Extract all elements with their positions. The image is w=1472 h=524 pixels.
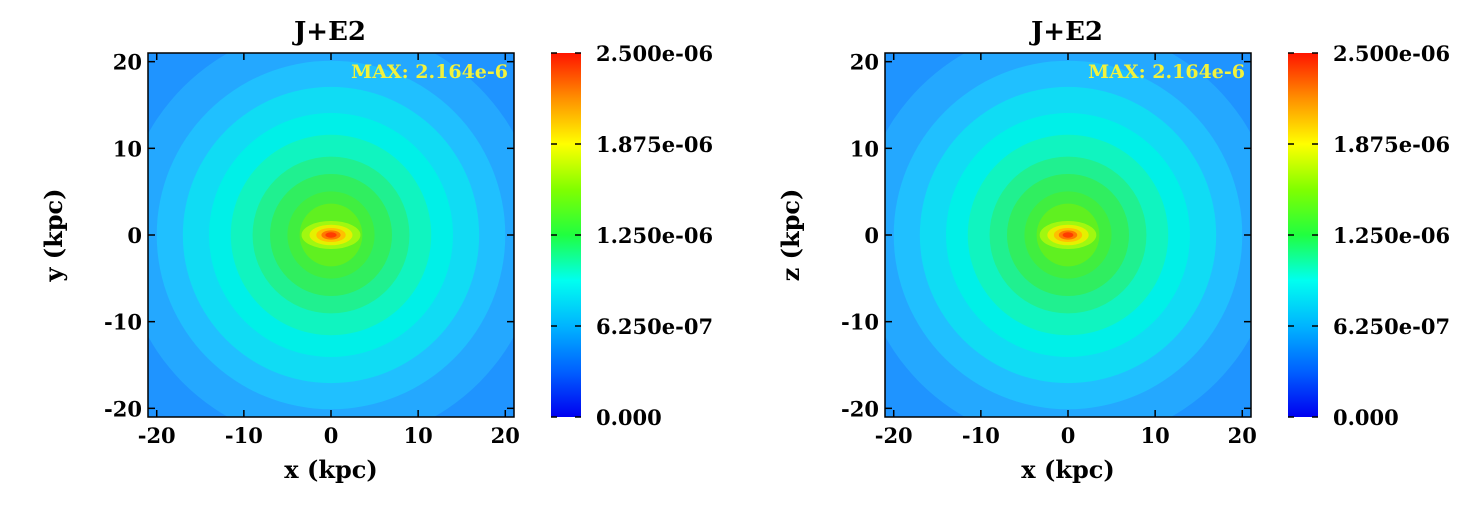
panel-1-ticks bbox=[148, 53, 514, 417]
panel-1-heatmap bbox=[148, 53, 514, 417]
panel-2-max-annotation: MAX: 2.164e-6 bbox=[1088, 61, 1245, 83]
heatmap-level bbox=[1062, 232, 1074, 238]
panel-1-x-tick-label: 0 bbox=[324, 423, 339, 448]
panel-1-colorbar-tick-label: 1.250e-06 bbox=[596, 223, 713, 248]
panel-1-y-tick-label: 0 bbox=[127, 223, 142, 248]
panel-1-x-axis-label: x (kpc) bbox=[284, 455, 377, 484]
panel-2-colorbar-tick-label: 6.250e-07 bbox=[1333, 314, 1450, 339]
panel-1-y-tick-label: 20 bbox=[113, 50, 142, 75]
panel-1-y-tick-label: 10 bbox=[113, 136, 142, 161]
panel-1-x-tick-label: 10 bbox=[404, 423, 433, 448]
panel-2-colorbar-ticks bbox=[1288, 52, 1318, 418]
panel-1-x-tick-label: -20 bbox=[138, 423, 176, 448]
panel-1: J+E2 MAX: 2.164e-6 -20 -10 0 10 20 20 10… bbox=[39, 17, 713, 484]
panel-2-y-tick-label: 10 bbox=[850, 136, 879, 161]
panel-2-x-tick-label: 0 bbox=[1061, 423, 1076, 448]
panel-2-y-tick-label: 20 bbox=[850, 50, 879, 75]
panel-2-x-tick-label: 20 bbox=[1228, 423, 1257, 448]
panel-2-ticks bbox=[885, 53, 1251, 417]
panel-2: J+E2 MAX: 2.164e-6 -20 -10 0 10 20 20 10… bbox=[776, 17, 1450, 484]
panel-2-colorbar-tick-label: 0.000 bbox=[1333, 405, 1399, 430]
panel-1-colorbar-tick-label: 0.000 bbox=[596, 405, 662, 430]
panel-2-x-tick-label: -10 bbox=[962, 423, 1000, 448]
heatmap-level bbox=[325, 232, 337, 238]
panel-2-title: J+E2 bbox=[1029, 17, 1103, 47]
panel-2-y-tick-label: 0 bbox=[864, 223, 879, 248]
panel-1-y-tick-label: -20 bbox=[104, 396, 142, 421]
panel-1-colorbar-tick-label: 1.875e-06 bbox=[596, 132, 713, 157]
panel-1-y-tick-label: -10 bbox=[104, 310, 142, 335]
panel-2-x-tick-label: -20 bbox=[875, 423, 913, 448]
panel-1-x-tick-label: 20 bbox=[491, 423, 520, 448]
panel-2-x-axis-label: x (kpc) bbox=[1021, 455, 1114, 484]
panel-1-title: J+E2 bbox=[292, 17, 366, 47]
panel-2-colorbar-tick-label: 2.500e-06 bbox=[1333, 41, 1450, 66]
panel-1-colorbar-ticks bbox=[551, 52, 581, 418]
panel-1-colorbar-tick-label: 6.250e-07 bbox=[596, 314, 713, 339]
panel-1-colorbar-tick-label: 2.500e-06 bbox=[596, 41, 713, 66]
panel-2-y-tick-label: -10 bbox=[841, 310, 879, 335]
panel-2-colorbar-tick-label: 1.875e-06 bbox=[1333, 132, 1450, 157]
panel-2-heatmap bbox=[885, 53, 1251, 417]
panel-2-y-axis-label: z (kpc) bbox=[776, 189, 805, 282]
panel-1-max-annotation: MAX: 2.164e-6 bbox=[351, 61, 508, 83]
panel-2-x-tick-label: 10 bbox=[1141, 423, 1170, 448]
panel-1-x-tick-label: -10 bbox=[225, 423, 263, 448]
panel-2-y-tick-label: -20 bbox=[841, 396, 879, 421]
panel-2-colorbar-tick-label: 1.250e-06 bbox=[1333, 223, 1450, 248]
panel-1-y-axis-label: y (kpc) bbox=[39, 188, 68, 282]
